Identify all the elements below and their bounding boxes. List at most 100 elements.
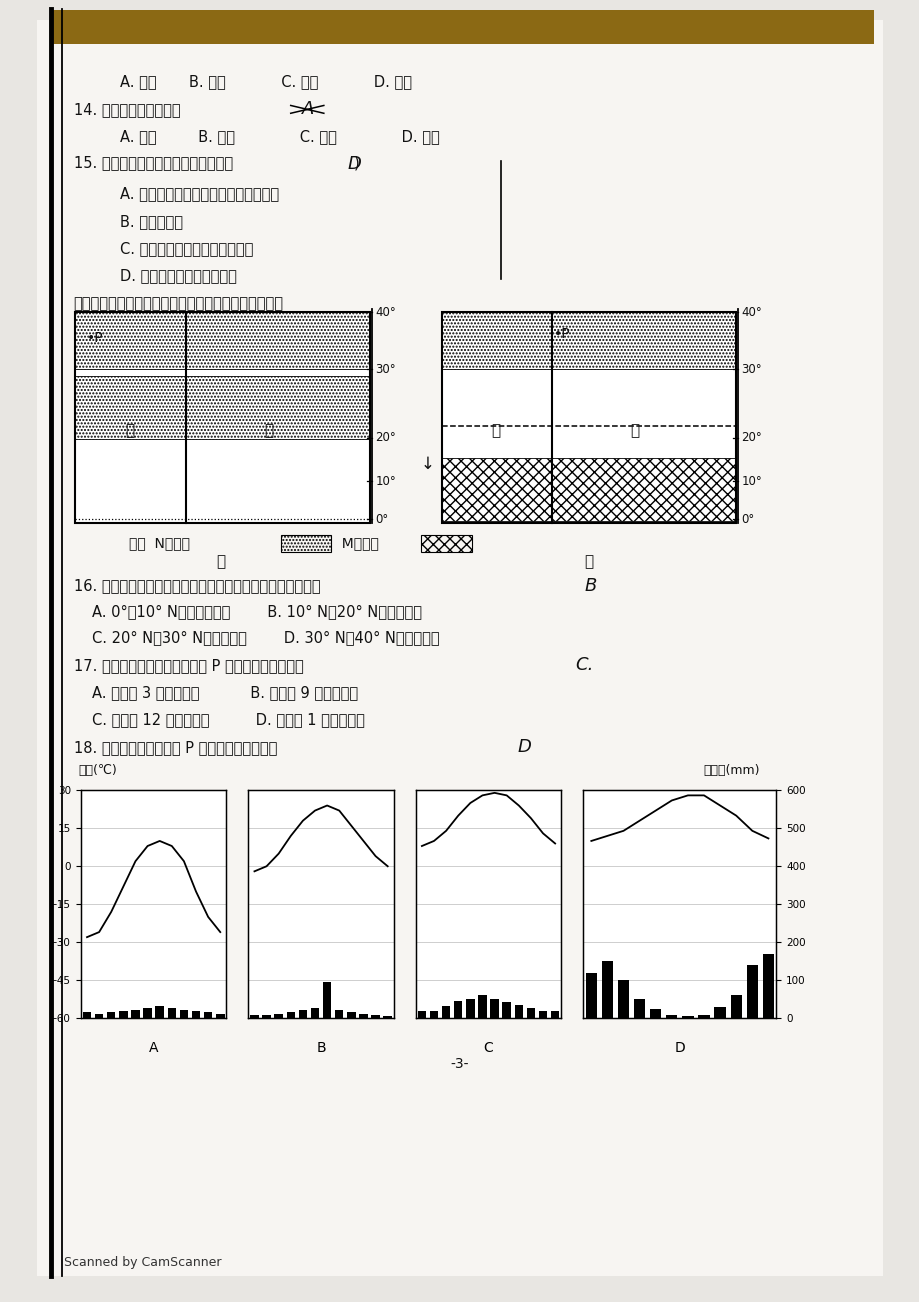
Text: C. 甲表示 12 月份、冬季          D. 乙表示 1 月份、冬季: C. 甲表示 12 月份、冬季 D. 乙表示 1 月份、冬季 <box>92 712 365 728</box>
Bar <box>665 1016 676 1018</box>
Bar <box>179 1010 188 1018</box>
Text: 30°: 30° <box>741 363 761 376</box>
Bar <box>346 1013 356 1018</box>
Text: 甲: 甲 <box>216 553 225 569</box>
Text: D: D <box>674 1042 685 1055</box>
Text: B. 地转偏向力: B. 地转偏向力 <box>119 214 182 229</box>
Text: 20°: 20° <box>375 431 396 444</box>
Text: A. 甲表示 3 月份、春季           B. 乙表示 9 月份、秋季: A. 甲表示 3 月份、春季 B. 乙表示 9 月份、秋季 <box>92 685 357 700</box>
Text: 0°: 0° <box>741 513 754 526</box>
Bar <box>358 1014 368 1018</box>
Bar <box>762 953 773 1018</box>
Text: •P: •P <box>553 327 570 341</box>
Text: D. 水平气压梯度力和摩擦力: D. 水平气压梯度力和摩擦力 <box>119 268 236 284</box>
Text: 40°: 40° <box>375 306 396 319</box>
Text: 陆: 陆 <box>264 423 273 437</box>
Bar <box>650 1009 661 1018</box>
Bar <box>119 1012 128 1018</box>
Bar <box>371 1016 380 1018</box>
Bar <box>417 1012 425 1018</box>
Bar <box>490 999 498 1018</box>
Text: D: D <box>347 155 361 173</box>
Bar <box>383 1016 391 1018</box>
Text: 17. 甲、乙两幅图反映的时间与 P 地季节对应正确的是: 17. 甲、乙两幅图反映的时间与 P 地季节对应正确的是 <box>74 658 303 673</box>
Bar <box>441 457 735 521</box>
Bar <box>453 1001 462 1018</box>
Bar <box>714 1006 725 1018</box>
Bar <box>216 1013 224 1018</box>
Text: A: A <box>149 1042 158 1055</box>
Bar <box>746 965 757 1018</box>
Bar <box>335 1010 343 1018</box>
Text: C. 水平气压梯度力和地转偏向力: C. 水平气压梯度力和地转偏向力 <box>119 241 253 256</box>
Bar <box>550 1012 559 1018</box>
Text: 30°: 30° <box>375 363 395 376</box>
Text: ): ) <box>354 155 359 171</box>
Bar <box>429 1010 437 1018</box>
Bar <box>286 1013 295 1018</box>
Text: 14. 太阳系的中心天体是: 14. 太阳系的中心天体是 <box>74 102 180 117</box>
Bar <box>311 1008 319 1018</box>
Text: D: D <box>517 738 531 756</box>
Text: 降水量(mm): 降水量(mm) <box>703 764 759 777</box>
Bar <box>75 312 369 523</box>
Text: A. 地球自转产生的地转偏向力和摩擦力: A. 地球自转产生的地转偏向力和摩擦力 <box>119 186 278 202</box>
Bar <box>51 10 873 44</box>
Text: 陆: 陆 <box>630 423 639 437</box>
Text: A. 太阳         B. 地球              C. 金星              D. 火星: A. 太阳 B. 地球 C. 金星 D. 火星 <box>119 129 439 145</box>
Text: M气压带: M气压带 <box>333 536 379 549</box>
Bar <box>539 1010 547 1018</box>
Text: 10°: 10° <box>741 475 762 488</box>
Text: C. 20° N～30° N盛行西北风        D. 30° N～40° N盛行东北风: C. 20° N～30° N盛行西北风 D. 30° N～40° N盛行东北风 <box>92 630 439 646</box>
Bar <box>262 1016 270 1018</box>
Text: 气温(℃): 气温(℃) <box>78 764 117 777</box>
Text: Scanned by CamScanner: Scanned by CamScanner <box>64 1256 221 1269</box>
Bar <box>585 973 596 1018</box>
Text: A. 夏季       B. 冬季            C. 春季            D. 秋季: A. 夏季 B. 冬季 C. 春季 D. 秋季 <box>119 74 411 90</box>
Bar <box>274 1014 283 1018</box>
Text: ↓: ↓ <box>420 456 434 474</box>
Text: C: C <box>483 1042 493 1055</box>
Bar <box>421 535 471 552</box>
Text: 20°: 20° <box>741 431 762 444</box>
Bar <box>107 1013 116 1018</box>
Text: 海: 海 <box>125 423 134 437</box>
Bar <box>191 1012 200 1018</box>
Text: 读气压带和风带移动规律模式示意图，完成下列问题。: 读气压带和风带移动规律模式示意图，完成下列问题。 <box>74 296 283 311</box>
Bar <box>441 1006 450 1018</box>
Bar <box>441 312 735 370</box>
Bar <box>75 312 369 370</box>
Text: •P: •P <box>87 331 104 345</box>
Bar <box>155 1006 164 1018</box>
Text: 16. 下列关于甲图所示季节各纶度气流运动的说法，正确的是: 16. 下列关于甲图所示季节各纶度气流运动的说法，正确的是 <box>74 578 320 594</box>
Text: 0°: 0° <box>375 513 388 526</box>
Bar <box>633 999 644 1018</box>
Bar <box>698 1016 709 1018</box>
Bar <box>250 1016 258 1018</box>
Bar <box>526 1008 535 1018</box>
Bar <box>466 999 474 1018</box>
Bar <box>75 376 369 439</box>
Bar <box>95 1013 103 1018</box>
Bar <box>280 535 331 552</box>
Bar <box>131 1010 140 1018</box>
Bar <box>143 1008 152 1018</box>
Text: 海: 海 <box>491 423 500 437</box>
Text: 乙: 乙 <box>584 553 593 569</box>
Bar <box>167 1008 176 1018</box>
Bar <box>441 312 735 523</box>
Bar <box>601 961 612 1018</box>
Text: -3-: -3- <box>450 1057 469 1070</box>
Text: A: A <box>301 100 313 118</box>
Text: 图例  N气压带: 图例 N气压带 <box>129 536 189 549</box>
Text: A. 0°～10° N盛行东南风山        B. 10° N～20° N盛行东北风: A. 0°～10° N盛行东南风山 B. 10° N～20° N盛行东北风 <box>92 604 422 620</box>
Bar <box>618 980 629 1018</box>
Bar <box>502 1003 510 1018</box>
Bar <box>478 995 486 1018</box>
Text: C.: C. <box>574 656 593 674</box>
Bar <box>323 982 331 1018</box>
Text: 40°: 40° <box>741 306 762 319</box>
Text: 15. 影响近地面风速的力是下列中的（: 15. 影响近地面风速的力是下列中的（ <box>74 155 233 171</box>
Bar <box>730 995 741 1018</box>
Bar <box>682 1017 693 1018</box>
